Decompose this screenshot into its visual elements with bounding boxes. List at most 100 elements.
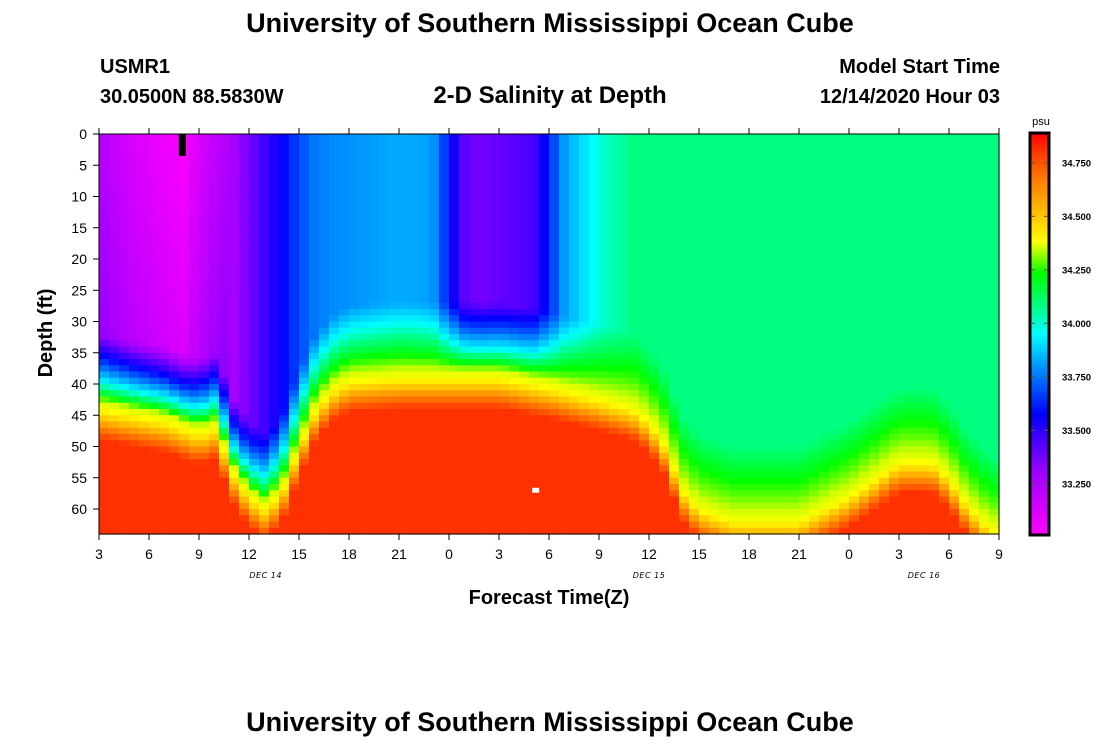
heatmap-cell — [119, 477, 130, 485]
heatmap-cell — [399, 221, 410, 229]
heatmap-cell — [849, 159, 860, 166]
heatmap-cell — [119, 221, 130, 229]
heatmap-cell — [399, 390, 410, 398]
heatmap-cell — [479, 234, 490, 241]
heatmap-cell — [799, 234, 810, 241]
heatmap-cell — [579, 471, 590, 479]
heatmap-cell — [719, 352, 730, 360]
heatmap-cell — [319, 284, 330, 291]
heatmap-cell — [479, 371, 490, 379]
heatmap-cell — [439, 359, 450, 366]
heatmap-cell — [569, 227, 580, 235]
heatmap-cell — [539, 177, 550, 185]
heatmap-cell — [439, 334, 450, 341]
heatmap-cell — [559, 165, 570, 173]
heatmap-cell — [109, 140, 120, 148]
heatmap-cell — [719, 402, 730, 410]
heatmap-cell — [549, 402, 560, 410]
heatmap-cell — [779, 452, 790, 460]
heatmap-cell — [189, 246, 200, 254]
heatmap-cell — [169, 252, 180, 260]
heatmap-cell — [679, 484, 690, 491]
heatmap-cell — [289, 184, 300, 191]
heatmap-cell — [809, 202, 820, 210]
heatmap-cell — [779, 184, 790, 191]
heatmap-cell — [689, 296, 700, 304]
heatmap-cell — [529, 296, 540, 304]
heatmap-cell — [459, 277, 470, 285]
heatmap-cell — [589, 359, 600, 366]
heatmap-cell — [819, 484, 830, 491]
heatmap-cell — [599, 346, 610, 354]
heatmap-cell — [509, 234, 520, 241]
heatmap-cell — [209, 146, 220, 154]
heatmap-cell — [439, 271, 450, 279]
heatmap-cell — [679, 515, 690, 523]
heatmap-cell — [849, 515, 860, 523]
heatmap-cell — [369, 234, 380, 241]
heatmap-cell — [379, 284, 390, 291]
heatmap-cell — [619, 446, 630, 454]
heatmap-cell — [619, 277, 630, 285]
heatmap-cell — [279, 202, 290, 210]
heatmap-cell — [499, 196, 510, 204]
heatmap-cell — [439, 515, 450, 523]
heatmap-cell — [639, 290, 650, 298]
heatmap-cell — [439, 321, 450, 329]
heatmap-cell — [819, 177, 830, 185]
heatmap-cell — [159, 284, 170, 291]
heatmap-cell — [449, 340, 460, 348]
heatmap-cell — [249, 184, 260, 191]
heatmap-cell — [359, 371, 370, 379]
heatmap-cell — [579, 171, 590, 179]
heatmap-cell — [349, 315, 360, 323]
heatmap-cell — [839, 227, 850, 235]
heatmap-cell — [549, 196, 560, 204]
heatmap-cell — [769, 240, 780, 248]
heatmap-cell — [809, 190, 820, 198]
heatmap-cell — [839, 284, 850, 291]
heatmap-cell — [609, 271, 620, 279]
heatmap-cell — [179, 315, 190, 323]
heatmap-cell — [189, 421, 200, 429]
heatmap-cell — [389, 427, 400, 435]
heatmap-cell — [529, 159, 540, 166]
heatmap-cell — [199, 421, 210, 429]
heatmap-cell — [169, 446, 180, 454]
heatmap-cell — [279, 359, 290, 366]
heatmap-cell — [619, 352, 630, 360]
heatmap-cell — [559, 190, 570, 198]
heatmap-cell — [149, 234, 160, 241]
heatmap-cell — [279, 509, 290, 516]
heatmap-cell — [849, 527, 860, 535]
heatmap-cell — [559, 502, 570, 510]
heatmap-cell — [599, 352, 610, 360]
heatmap-cell — [279, 309, 290, 316]
heatmap-cell — [409, 265, 420, 273]
heatmap-cell — [389, 515, 400, 523]
heatmap-cell — [109, 477, 120, 485]
heatmap-cell — [819, 527, 830, 535]
heatmap-cell — [399, 277, 410, 285]
heatmap-cell — [369, 202, 380, 210]
heatmap-cell — [109, 234, 120, 241]
heatmap-cell — [709, 215, 720, 223]
heatmap-cell — [309, 377, 320, 385]
heatmap-cell — [119, 515, 130, 523]
heatmap-cell — [809, 265, 820, 273]
heatmap-cell — [829, 290, 840, 298]
heatmap-cell — [859, 221, 870, 229]
heatmap-cell — [409, 440, 420, 448]
heatmap-cell — [589, 327, 600, 335]
heatmap-cell — [859, 334, 870, 341]
heatmap-cell — [689, 227, 700, 235]
heatmap-cell — [649, 221, 660, 229]
heatmap-cell — [149, 359, 160, 366]
heatmap-cell — [729, 346, 740, 354]
heatmap-cell — [739, 359, 750, 366]
heatmap-cell — [159, 234, 170, 241]
heatmap-cell — [379, 240, 390, 248]
heatmap-cell — [859, 215, 870, 223]
heatmap-cell — [569, 509, 580, 516]
heatmap-cell — [129, 140, 140, 148]
